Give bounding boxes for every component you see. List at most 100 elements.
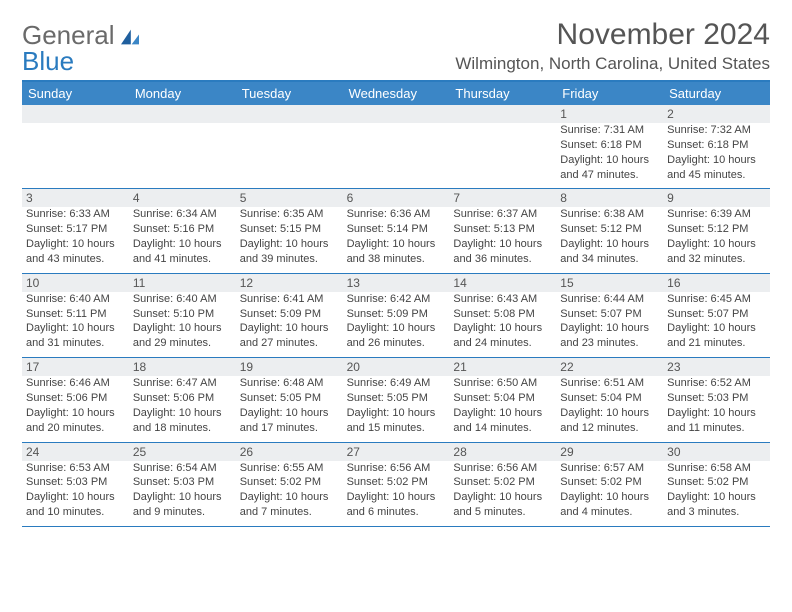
sunrise-text: Sunrise: 6:40 AM [133, 292, 232, 307]
day-cell: Sunrise: 6:56 AMSunset: 5:02 PMDaylight:… [343, 461, 450, 526]
day-cell: Sunrise: 6:35 AMSunset: 5:15 PMDaylight:… [236, 207, 343, 272]
day-header-row: SundayMondayTuesdayWednesdayThursdayFrid… [22, 82, 770, 105]
sunset-text: Sunset: 5:04 PM [560, 391, 659, 406]
sunset-text: Sunset: 5:08 PM [453, 307, 552, 322]
daylight-text: Daylight: 10 hours and 39 minutes. [240, 237, 339, 267]
day-number: 30 [663, 443, 770, 461]
daylight-text: Daylight: 10 hours and 10 minutes. [26, 490, 125, 520]
day-number: 11 [129, 274, 236, 292]
daylight-text: Daylight: 10 hours and 45 minutes. [667, 153, 766, 183]
day-number: 22 [556, 358, 663, 376]
day-cell: Sunrise: 6:49 AMSunset: 5:05 PMDaylight:… [343, 376, 450, 441]
month-title: November 2024 [455, 18, 770, 52]
day-number: 1 [556, 105, 663, 123]
sunset-text: Sunset: 5:02 PM [453, 475, 552, 490]
sunset-text: Sunset: 5:13 PM [453, 222, 552, 237]
daylight-text: Daylight: 10 hours and 36 minutes. [453, 237, 552, 267]
sunrise-text: Sunrise: 6:42 AM [347, 292, 446, 307]
day-number [129, 105, 236, 123]
day-number: 28 [449, 443, 556, 461]
week-row: 24252627282930Sunrise: 6:53 AMSunset: 5:… [22, 443, 770, 527]
calendar: SundayMondayTuesdayWednesdayThursdayFrid… [22, 80, 770, 527]
day-number: 29 [556, 443, 663, 461]
daylight-text: Daylight: 10 hours and 24 minutes. [453, 321, 552, 351]
sunset-text: Sunset: 5:04 PM [453, 391, 552, 406]
day-number: 27 [343, 443, 450, 461]
day-cell: Sunrise: 6:36 AMSunset: 5:14 PMDaylight:… [343, 207, 450, 272]
day-cell: Sunrise: 6:43 AMSunset: 5:08 PMDaylight:… [449, 292, 556, 357]
day-cell: Sunrise: 7:32 AMSunset: 6:18 PMDaylight:… [663, 123, 770, 188]
day-number [22, 105, 129, 123]
page: GeneralBlue November 2024 Wilmington, No… [0, 0, 792, 537]
title-block: November 2024 Wilmington, North Carolina… [455, 18, 770, 74]
weeks: 12Sunrise: 7:31 AMSunset: 6:18 PMDayligh… [22, 105, 770, 527]
daylight-text: Daylight: 10 hours and 27 minutes. [240, 321, 339, 351]
daylight-text: Daylight: 10 hours and 26 minutes. [347, 321, 446, 351]
daylight-text: Daylight: 10 hours and 6 minutes. [347, 490, 446, 520]
day-header-cell: Sunday [22, 82, 129, 105]
daylight-text: Daylight: 10 hours and 41 minutes. [133, 237, 232, 267]
day-number: 7 [449, 189, 556, 207]
sunset-text: Sunset: 6:18 PM [560, 138, 659, 153]
day-number: 3 [22, 189, 129, 207]
week-row: 10111213141516Sunrise: 6:40 AMSunset: 5:… [22, 274, 770, 358]
sunrise-text: Sunrise: 6:41 AM [240, 292, 339, 307]
sunset-text: Sunset: 5:06 PM [133, 391, 232, 406]
sunrise-text: Sunrise: 6:35 AM [240, 207, 339, 222]
sunset-text: Sunset: 5:03 PM [667, 391, 766, 406]
sunrise-text: Sunrise: 6:54 AM [133, 461, 232, 476]
daylight-text: Daylight: 10 hours and 3 minutes. [667, 490, 766, 520]
sunset-text: Sunset: 5:12 PM [560, 222, 659, 237]
day-cell: Sunrise: 6:53 AMSunset: 5:03 PMDaylight:… [22, 461, 129, 526]
day-cell [343, 123, 450, 188]
daylight-text: Daylight: 10 hours and 18 minutes. [133, 406, 232, 436]
day-number: 14 [449, 274, 556, 292]
header: GeneralBlue November 2024 Wilmington, No… [22, 18, 770, 74]
sunset-text: Sunset: 5:03 PM [133, 475, 232, 490]
sunrise-text: Sunrise: 6:45 AM [667, 292, 766, 307]
sunset-text: Sunset: 5:17 PM [26, 222, 125, 237]
location: Wilmington, North Carolina, United State… [455, 54, 770, 74]
day-number: 5 [236, 189, 343, 207]
day-cell: Sunrise: 6:44 AMSunset: 5:07 PMDaylight:… [556, 292, 663, 357]
sunset-text: Sunset: 5:16 PM [133, 222, 232, 237]
day-cell: Sunrise: 6:37 AMSunset: 5:13 PMDaylight:… [449, 207, 556, 272]
sunset-text: Sunset: 5:05 PM [240, 391, 339, 406]
sunrise-text: Sunrise: 6:40 AM [26, 292, 125, 307]
day-number: 21 [449, 358, 556, 376]
daylight-text: Daylight: 10 hours and 21 minutes. [667, 321, 766, 351]
sunrise-text: Sunrise: 6:57 AM [560, 461, 659, 476]
daylight-text: Daylight: 10 hours and 7 minutes. [240, 490, 339, 520]
day-header-cell: Tuesday [236, 82, 343, 105]
daylight-text: Daylight: 10 hours and 4 minutes. [560, 490, 659, 520]
daylight-text: Daylight: 10 hours and 29 minutes. [133, 321, 232, 351]
sunset-text: Sunset: 5:02 PM [347, 475, 446, 490]
daylight-text: Daylight: 10 hours and 34 minutes. [560, 237, 659, 267]
day-cell: Sunrise: 6:40 AMSunset: 5:10 PMDaylight:… [129, 292, 236, 357]
sunrise-text: Sunrise: 6:52 AM [667, 376, 766, 391]
sunset-text: Sunset: 5:03 PM [26, 475, 125, 490]
day-header-cell: Wednesday [343, 82, 450, 105]
day-cell: Sunrise: 6:33 AMSunset: 5:17 PMDaylight:… [22, 207, 129, 272]
day-number: 24 [22, 443, 129, 461]
day-number: 19 [236, 358, 343, 376]
daylight-text: Daylight: 10 hours and 15 minutes. [347, 406, 446, 436]
sunset-text: Sunset: 5:02 PM [240, 475, 339, 490]
sunrise-text: Sunrise: 6:39 AM [667, 207, 766, 222]
day-cell: Sunrise: 6:40 AMSunset: 5:11 PMDaylight:… [22, 292, 129, 357]
day-header-cell: Thursday [449, 82, 556, 105]
day-number: 20 [343, 358, 450, 376]
sunrise-text: Sunrise: 6:47 AM [133, 376, 232, 391]
day-number [449, 105, 556, 123]
day-header-cell: Friday [556, 82, 663, 105]
day-cell: Sunrise: 6:42 AMSunset: 5:09 PMDaylight:… [343, 292, 450, 357]
day-cell: Sunrise: 6:34 AMSunset: 5:16 PMDaylight:… [129, 207, 236, 272]
day-cell: Sunrise: 6:57 AMSunset: 5:02 PMDaylight:… [556, 461, 663, 526]
sunset-text: Sunset: 5:10 PM [133, 307, 232, 322]
sunrise-text: Sunrise: 6:37 AM [453, 207, 552, 222]
sunrise-text: Sunrise: 6:34 AM [133, 207, 232, 222]
day-cell: Sunrise: 7:31 AMSunset: 6:18 PMDaylight:… [556, 123, 663, 188]
daylight-text: Daylight: 10 hours and 17 minutes. [240, 406, 339, 436]
day-number: 9 [663, 189, 770, 207]
day-cell: Sunrise: 6:48 AMSunset: 5:05 PMDaylight:… [236, 376, 343, 441]
